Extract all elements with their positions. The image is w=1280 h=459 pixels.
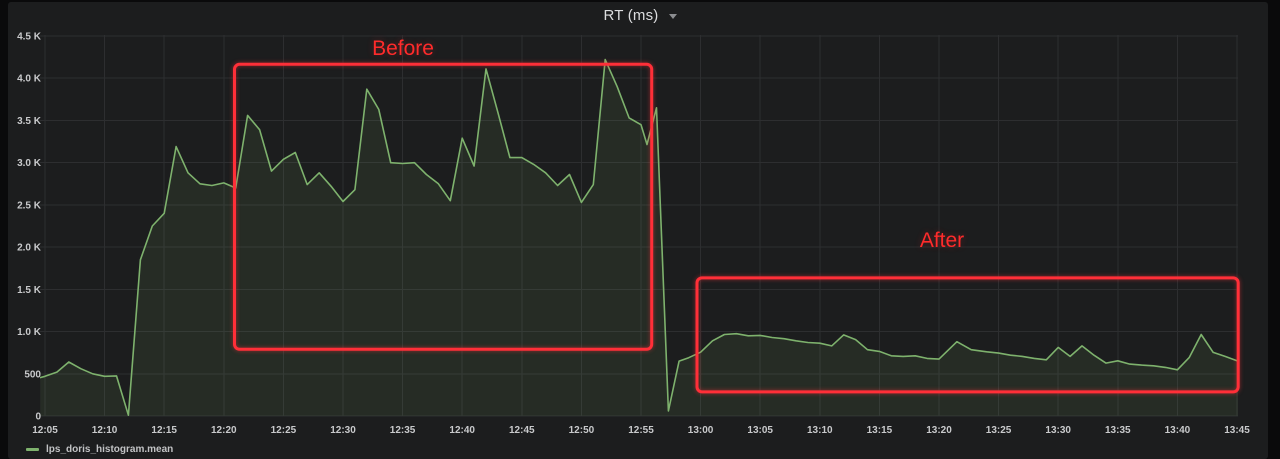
x-tick-label: 12:40: [449, 425, 475, 436]
chevron-down-icon[interactable]: [668, 14, 677, 19]
panel-header[interactable]: RT (ms): [0, 0, 1280, 30]
panel-title[interactable]: RT (ms): [603, 6, 659, 24]
after-annotation-label: After: [919, 229, 965, 252]
x-tick-label: 12:50: [569, 425, 595, 436]
legend-series-label[interactable]: lps_doris_histogram.mean: [46, 444, 174, 455]
x-tick-label: 13:45: [1224, 425, 1250, 436]
x-tick-label: 12:55: [628, 425, 654, 436]
x-tick-label: 13:40: [1165, 425, 1191, 436]
before-annotation-label: Before: [372, 37, 434, 60]
series-color-dash-icon[interactable]: [26, 448, 39, 451]
x-tick-label: 12:30: [330, 425, 356, 436]
legend: lps_doris_histogram.mean: [26, 444, 173, 455]
x-tick-label: 12:45: [509, 425, 535, 436]
y-tick-label: 3.5 K: [17, 116, 42, 127]
x-tick-label: 13:25: [986, 425, 1012, 436]
x-tick-label: 13:15: [867, 425, 893, 436]
y-tick-label: 500: [24, 369, 41, 380]
y-tick-label: 3.0 K: [17, 158, 42, 169]
x-tick-label: 12:10: [92, 425, 118, 436]
x-tick-label: 13:30: [1045, 425, 1071, 436]
x-tick-label: 12:15: [151, 425, 177, 436]
after-annotation-box: [695, 276, 1240, 394]
series-area-fill: [40, 59, 1238, 416]
x-tick-label: 13:00: [688, 425, 714, 436]
y-tick-label: 4.0 K: [17, 74, 42, 85]
x-tick-label: 12:35: [390, 425, 416, 436]
before-annotation-box: [233, 62, 654, 351]
y-tick-label: 2.5 K: [17, 200, 42, 211]
x-tick-label: 12:05: [32, 425, 58, 436]
y-tick-label: 1.5 K: [17, 285, 42, 296]
y-tick-label: 1.0 K: [17, 327, 42, 338]
y-tick-label: 4.5 K: [17, 32, 42, 43]
x-tick-label: 13:10: [807, 425, 833, 436]
x-tick-label: 13:05: [747, 425, 773, 436]
x-tick-label: 13:20: [926, 425, 952, 436]
x-tick-label: 13:35: [1105, 425, 1131, 436]
x-tick-label: 12:25: [271, 425, 297, 436]
x-tick-label: 12:20: [211, 425, 237, 436]
y-tick-label: 2.0 K: [17, 243, 42, 254]
y-tick-label: 0: [35, 412, 41, 423]
